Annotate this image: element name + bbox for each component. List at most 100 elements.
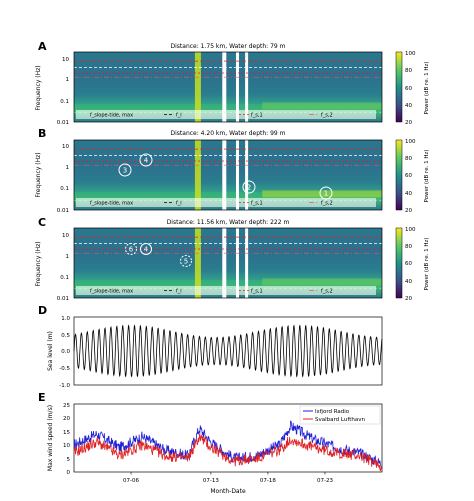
legend-background <box>76 198 376 207</box>
data-gap <box>222 140 227 210</box>
panel-e-ytick-5: 5 <box>67 457 71 463</box>
panel-e-letter: E <box>38 391 46 404</box>
panel-b-cbar-60: 60 <box>405 173 412 179</box>
data-gap <box>235 228 239 298</box>
panel-d: D Sea level (m) 1.0 0.5 0.0 -0.5 -1.0 <box>38 304 383 389</box>
legend-entry: f_s,1 <box>251 201 263 207</box>
data-gap <box>222 228 227 298</box>
data-gap <box>245 140 249 210</box>
wind-svalbard-lufthavn-line <box>73 433 383 472</box>
panel-c-ytick-0-1: 0.1 <box>60 275 69 281</box>
panel-b: B Distance: 4.20 km, Water depth: 99 m f… <box>35 127 430 214</box>
panel-b-ytick-0-1: 0.1 <box>60 186 69 192</box>
panel-b-cbar-40: 40 <box>405 191 412 197</box>
legend-isfjord-label: Isfjord Radio <box>315 409 350 415</box>
spectrogram-frame <box>73 51 383 123</box>
low-frequency-band <box>74 191 382 202</box>
late-energy-band <box>262 278 382 286</box>
panel-c-marker-5: 5 <box>184 258 188 266</box>
panel-a-spectrogram: f_slope-tide, max f_l f_s,1 f_s,2 <box>73 51 383 123</box>
wind-isfjord-radio-line <box>73 420 383 469</box>
spectrogram-legend: f_slope-tide, max f_l f_s,1 f_s,2 <box>76 286 376 295</box>
panel-a-letter: A <box>38 40 47 53</box>
low-frequency-band <box>74 279 382 290</box>
panel-a-title: Distance: 1.75 km, Water depth: 79 m <box>171 43 286 50</box>
legend-entry: f_s,2 <box>321 201 333 207</box>
x-axis-ticks: 07-06 07-13 07-18 07-23 <box>123 472 333 484</box>
panel-c-ytick-1: 1 <box>66 254 70 260</box>
data-gap <box>245 228 249 298</box>
panel-a-ylabel: Frequency (Hz) <box>35 65 42 110</box>
panel-c-marker-4-circle <box>140 243 152 255</box>
legend-entry: f_s,2 <box>321 289 333 295</box>
panel-a-colorbar: 100 80 60 40 20 Power (dB re. 1 Hz) <box>395 51 430 126</box>
panel-b-cbar-80: 80 <box>405 156 412 162</box>
panel-a-cbar-label: Power (dB re. 1 Hz) <box>424 62 430 115</box>
storm-stripe <box>194 140 201 210</box>
spectrogram-frame <box>73 227 383 299</box>
panel-d-letter: D <box>38 304 47 317</box>
panel-c-title: Distance: 11.56 km, Water depth: 222 m <box>167 219 290 226</box>
panel-a-cbar-100: 100 <box>405 51 416 57</box>
panel-b-letter: B <box>38 127 46 140</box>
legend-entry: f_l <box>176 201 182 207</box>
legend-entry: f_l <box>176 113 182 119</box>
x-tick-label: 07-13 <box>203 478 219 484</box>
panel-a-cbar-60: 60 <box>405 86 412 92</box>
legend-background <box>76 286 376 295</box>
panel-a-ytick-10: 10 <box>62 57 69 63</box>
panel-b-spectrogram: f_slope-tide, max f_l f_s,1 f_s,2 <box>73 139 383 211</box>
panel-c-yticks: 10 1 0.1 0.01 <box>57 233 70 302</box>
late-energy-band <box>262 102 382 110</box>
panel-d-ylabel: Sea level (m) <box>47 331 54 371</box>
panel-b-marker-4-circle <box>139 153 153 167</box>
x-tick-label: 07-18 <box>260 478 276 484</box>
panel-c-marker-5-circle <box>180 255 192 267</box>
sea-level-series-line <box>73 324 383 378</box>
panel-d-ytick-0-0: 0.0 <box>61 349 70 355</box>
panel-c-cbar-80: 80 <box>405 244 412 250</box>
data-gap <box>235 52 239 122</box>
panel-b-ylabel: Frequency (Hz) <box>35 152 42 197</box>
panel-e-ytick-0: 0 <box>67 470 71 476</box>
panel-b-markers: 3 4 2 1 <box>118 153 333 200</box>
panel-a-cbar-80: 80 <box>405 68 412 74</box>
panel-b-marker-4: 4 <box>144 157 149 165</box>
legend-entry: f_slope-tide, max <box>90 289 133 295</box>
panel-c-ytick-10: 10 <box>62 233 69 239</box>
x-tick-label: 07-06 <box>123 478 139 484</box>
legend-background <box>76 110 376 119</box>
panel-b-ytick-1: 1 <box>66 165 70 171</box>
panel-b-marker-1-circle <box>319 186 333 200</box>
panel-c-marker-4: 4 <box>144 246 149 254</box>
x-tick-label: 07-23 <box>317 478 333 484</box>
panel-c-markers: 6 4 5 <box>125 243 192 267</box>
legend-entry: f_l <box>176 289 182 295</box>
panel-b-title: Distance: 4.20 km, Water depth: 99 m <box>171 130 286 137</box>
spectrogram-legend: f_slope-tide, max f_l f_s,1 f_s,2 <box>76 110 376 119</box>
legend-svalbard-label: Svalbard Lufthavn <box>315 417 365 423</box>
panel-c: C Distance: 11.56 km, Water depth: 222 m… <box>35 216 430 302</box>
panel-c-spectrogram: f_slope-tide, max f_l f_s,1 f_s,2 <box>73 227 383 299</box>
panel-c-cbar-20: 20 <box>405 296 412 302</box>
panel-a: A Distance: 1.75 km, Water depth: 79 m f… <box>35 40 430 126</box>
panel-b-marker-3-circle <box>118 163 132 177</box>
panel-b-yticks: 10 1 0.1 0.01 <box>57 144 70 214</box>
panel-d-ytick-neg-0-5: -0.5 <box>59 366 70 372</box>
panel-c-marker-6: 6 <box>129 246 134 254</box>
panel-b-marker-2-circle <box>242 180 256 194</box>
panel-e: E Isfjord Radio Svalbard Lufthavn Max wi… <box>38 391 383 495</box>
panel-b-colorbar-bar <box>395 139 403 211</box>
panel-a-ytick-0-1: 0.1 <box>60 99 69 105</box>
legend-entry: f_slope-tide, max <box>90 201 133 207</box>
panel-e-ylabel: Max wind speed (m/s) <box>47 405 54 471</box>
panel-c-marker-6-circle <box>125 243 137 255</box>
panel-c-cbar-label: Power (dB re. 1 Hz) <box>424 238 430 291</box>
panel-e-ytick-15: 15 <box>63 430 70 436</box>
panel-e-yticks: 25 20 15 10 5 0 <box>63 403 71 476</box>
panel-e-legend-box <box>299 405 381 425</box>
panel-e-ytick-25: 25 <box>63 403 70 409</box>
panel-b-marker-1: 1 <box>324 190 328 198</box>
panel-a-ytick-0-01: 0.01 <box>57 120 69 126</box>
